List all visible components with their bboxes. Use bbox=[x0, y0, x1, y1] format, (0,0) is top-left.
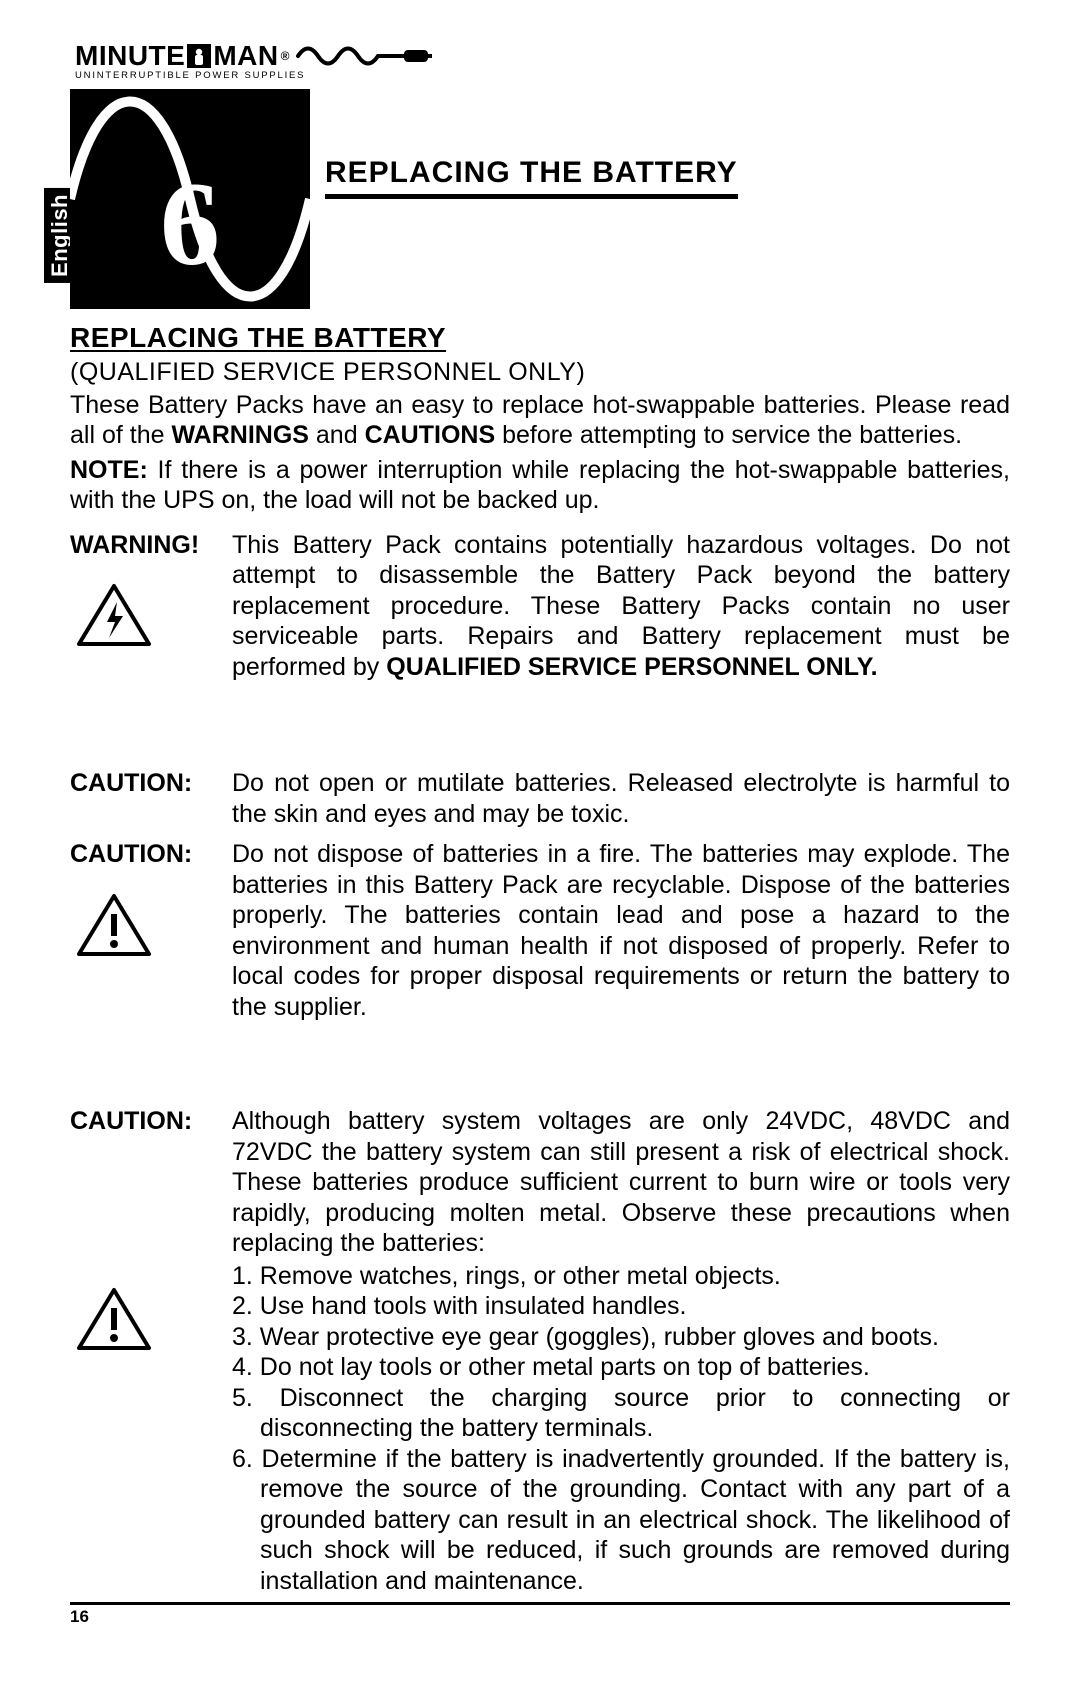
note-paragraph: NOTE: If there is a power interruption w… bbox=[70, 455, 1010, 516]
warning-text: This Battery Pack contains potentially h… bbox=[232, 530, 1010, 683]
list-item: 3. Wear protective eye gear (goggles), r… bbox=[232, 1322, 1010, 1353]
registered-icon: ® bbox=[281, 49, 290, 63]
section-subhead: (QUALIFIED SERVICE PERSONNEL ONLY) bbox=[70, 357, 1010, 388]
chapter-header: 6 REPLACING THE BATTERY bbox=[70, 89, 1010, 309]
caution-label-1: CAUTION: bbox=[70, 768, 232, 799]
chapter-badge: 6 bbox=[70, 89, 310, 309]
warning-label: WARNING! bbox=[70, 530, 232, 561]
list-item: 2. Use hand tools with insulated handles… bbox=[232, 1291, 1010, 1322]
logo-text-right: MAN bbox=[213, 40, 278, 72]
list-item: 1. Remove watches, rings, or other metal… bbox=[232, 1261, 1010, 1292]
chapter-number: 6 bbox=[160, 157, 220, 290]
intro-paragraph: These Battery Packs have an easy to repl… bbox=[70, 390, 1010, 451]
caution-text-1: Do not open or mutilate batteries. Relea… bbox=[232, 768, 1010, 829]
caution-label-2: CAUTION: bbox=[70, 839, 232, 870]
logo-text-left: MINUTE bbox=[75, 40, 185, 72]
precaution-list: 1. Remove watches, rings, or other metal… bbox=[232, 1261, 1010, 1597]
chapter-title: REPLACING THE BATTERY bbox=[325, 156, 738, 199]
caution-text-3: Although battery system voltages are onl… bbox=[232, 1106, 1010, 1596]
brand-logo: MINUTE MAN ® UNINTERRUPTIBLE POWER SUPPL… bbox=[75, 40, 1010, 81]
list-item: 4. Do not lay tools or other metal parts… bbox=[232, 1352, 1010, 1383]
caution-block-1: CAUTION: Do not open or mutilate batteri… bbox=[70, 768, 1010, 829]
page-content: REPLACING THE BATTERY (QUALIFIED SERVICE… bbox=[70, 321, 1010, 1694]
logo-wave-icon bbox=[296, 41, 446, 71]
list-item: 5. Disconnect the charging source prior … bbox=[232, 1383, 1010, 1444]
page-number: 16 bbox=[70, 1607, 89, 1626]
logo-mark-icon bbox=[187, 44, 211, 68]
section-heading: REPLACING THE BATTERY bbox=[70, 321, 1010, 355]
logo-tagline: UNINTERRUPTIBLE POWER SUPPLIES bbox=[75, 70, 1010, 81]
caution-text-2: Do not dispose of batteries in a fire. T… bbox=[232, 839, 1010, 1022]
list-item: 6. Determine if the battery is inadverte… bbox=[232, 1444, 1010, 1597]
page-footer: 16 bbox=[70, 1602, 1010, 1627]
caution-label-3: CAUTION: bbox=[70, 1106, 232, 1137]
